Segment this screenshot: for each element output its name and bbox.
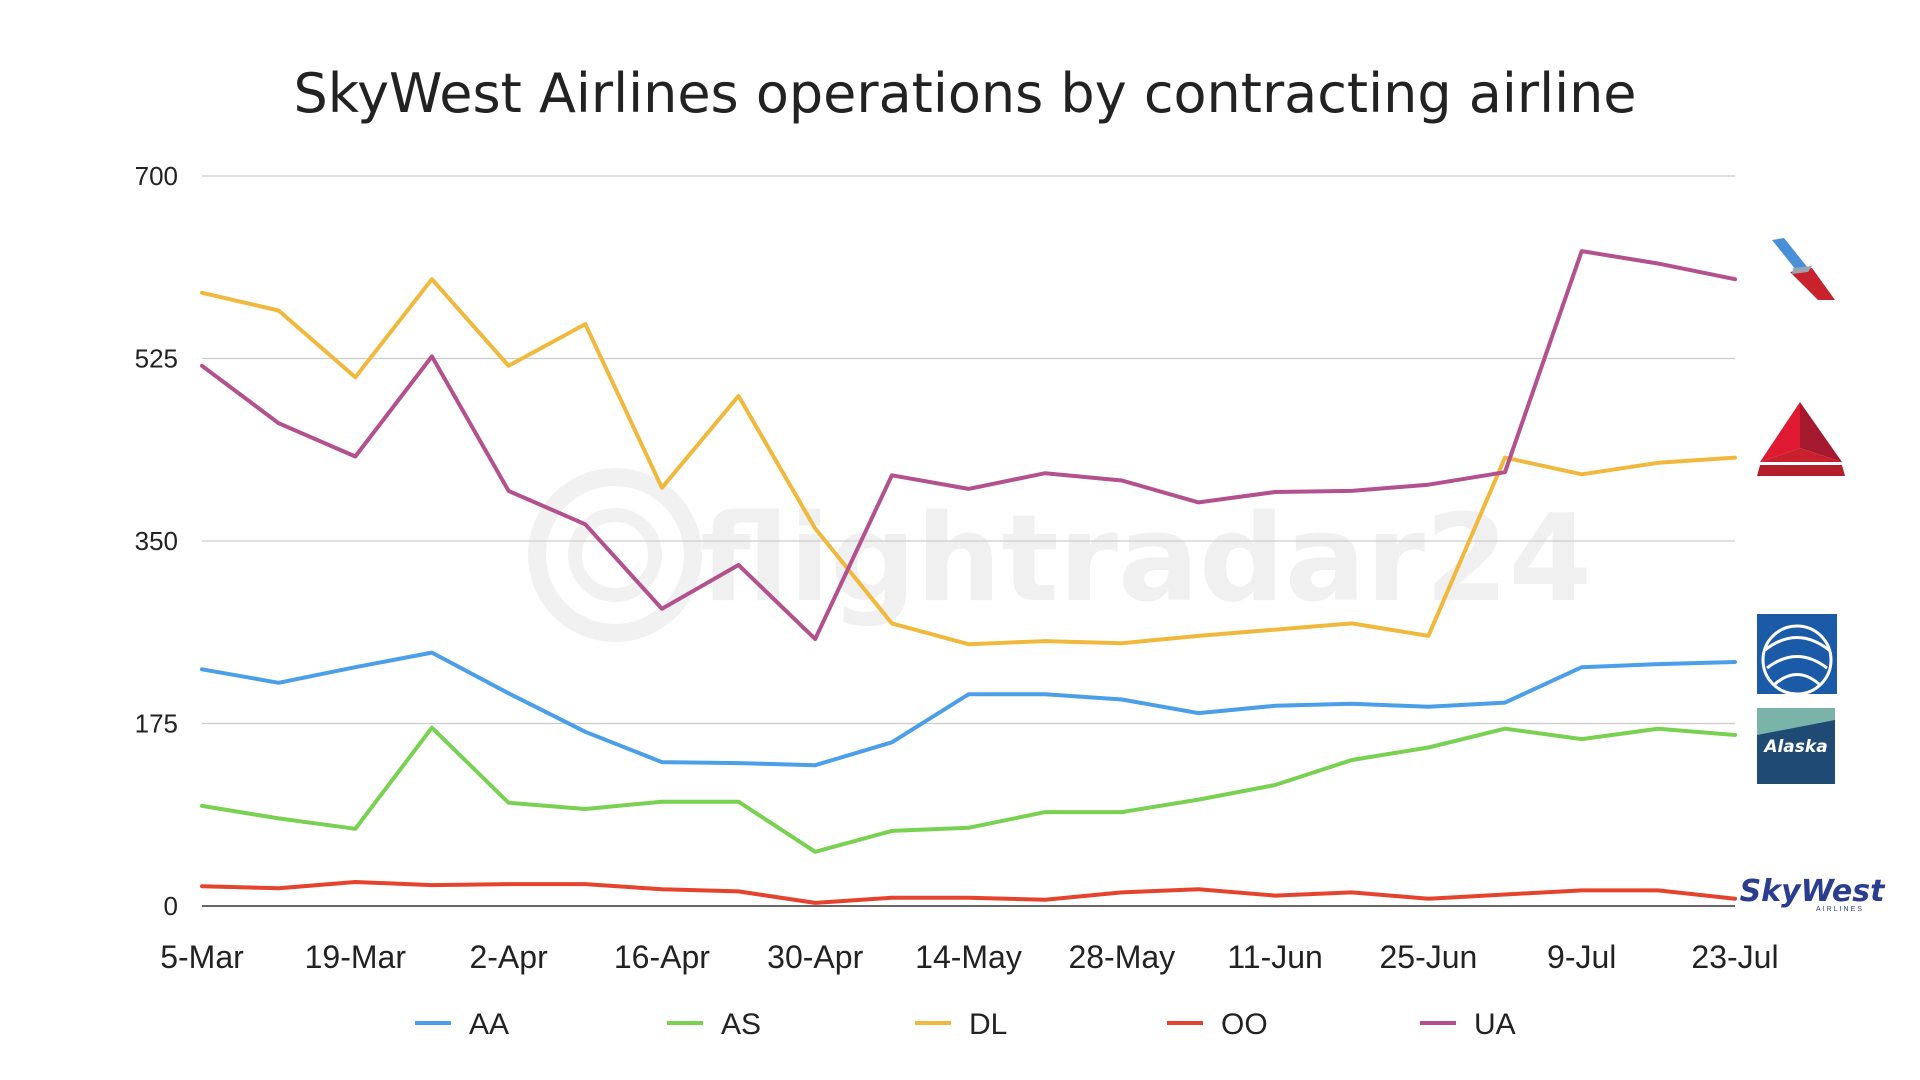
series-line-aa bbox=[200, 650, 1737, 768]
united-logo bbox=[1757, 614, 1837, 696]
y-tick-label: 175 bbox=[135, 709, 178, 739]
grid-lines bbox=[202, 175, 1735, 725]
x-tick-label: 28-May bbox=[1068, 939, 1175, 975]
series-lines bbox=[200, 249, 1737, 905]
y-tick-label: 700 bbox=[135, 161, 178, 191]
watermark-radar-icon bbox=[528, 468, 702, 642]
watermark-text: flightradar24 bbox=[700, 490, 1592, 629]
y-axis-ticks: 0 175 350 525 700 bbox=[135, 161, 178, 921]
delta-logo bbox=[1757, 402, 1845, 476]
x-tick-label: 9-Jul bbox=[1547, 939, 1616, 975]
x-tick-label: 23-Jul bbox=[1691, 939, 1778, 975]
legend-label-ua: UA bbox=[1474, 1008, 1516, 1041]
x-tick-label: 14-May bbox=[915, 939, 1022, 975]
x-tick-label: 2-Apr bbox=[469, 939, 548, 975]
x-tick-label: 25-Jun bbox=[1379, 939, 1477, 975]
y-tick-label: 0 bbox=[164, 891, 178, 921]
legend-label-as: AS bbox=[721, 1008, 761, 1041]
legend-label-aa: AA bbox=[469, 1008, 509, 1041]
y-tick-label: 525 bbox=[135, 344, 178, 374]
skywest-logo: SkyWest AIRLINES bbox=[1740, 874, 1886, 913]
american-airlines-logo bbox=[1772, 238, 1835, 300]
x-axis-ticks: 5-Mar 19-Mar 2-Apr 16-Apr 30-Apr 14-May 28-May… bbox=[160, 939, 1778, 975]
series-line-as bbox=[200, 725, 1737, 854]
alaska-logo-text: Alaska bbox=[1762, 737, 1827, 757]
legend-label-dl: DL bbox=[969, 1008, 1007, 1041]
skywest-logo-text: SkyWest bbox=[1740, 874, 1886, 909]
y-tick-label: 350 bbox=[135, 526, 178, 556]
skywest-logo-subtext: AIRLINES bbox=[1816, 906, 1864, 913]
legend-label-oo: OO bbox=[1221, 1008, 1268, 1041]
x-tick-label: 11-Jun bbox=[1227, 939, 1322, 975]
alaska-logo: Alaska bbox=[1757, 708, 1835, 784]
x-tick-label: 16-Apr bbox=[614, 939, 710, 975]
series-line-ua bbox=[200, 249, 1737, 641]
series-line-oo bbox=[200, 880, 1737, 905]
watermark: flightradar24 bbox=[528, 468, 1592, 642]
legend: AA AS DL OO UA bbox=[415, 1008, 1516, 1041]
chart-title: SkyWest Airlines operations by contracti… bbox=[293, 62, 1636, 125]
x-tick-label: 30-Apr bbox=[767, 939, 863, 975]
x-tick-label: 5-Mar bbox=[160, 939, 244, 975]
x-tick-label: 19-Mar bbox=[305, 939, 407, 975]
series-line-dl bbox=[200, 277, 1737, 647]
